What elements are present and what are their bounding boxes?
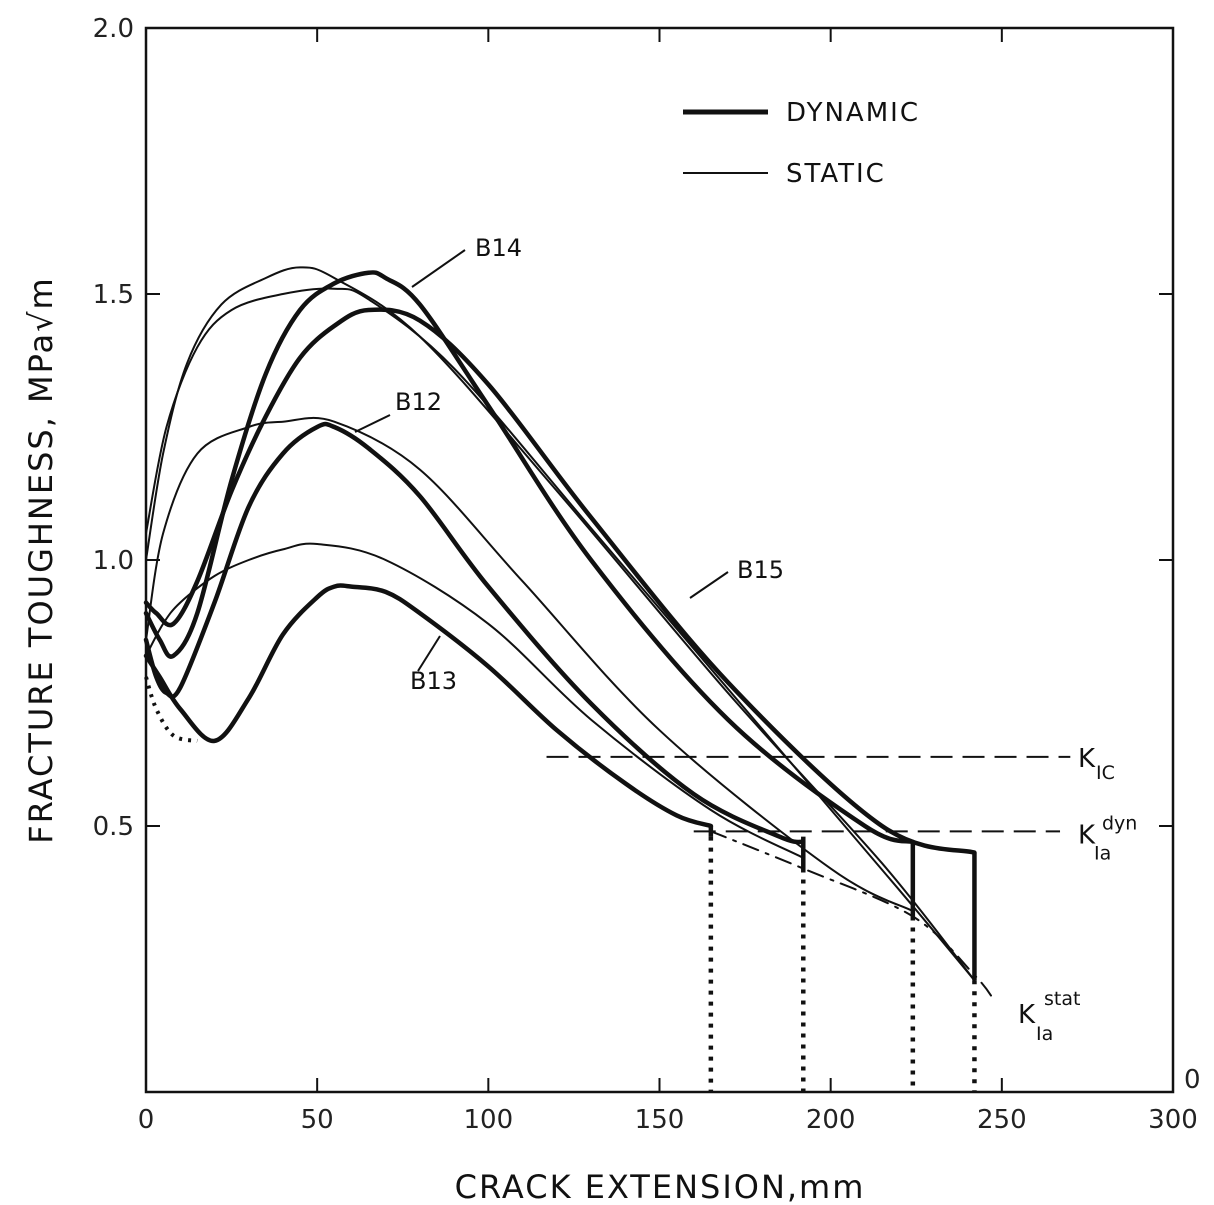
y-tick-label: 2.0 [93,14,134,44]
arrest-drops [144,676,977,1092]
x-tick-label: 300 [1148,1105,1198,1135]
series-curve-b12-static [145,416,914,913]
y-axis-title: FRACTURE TOUGHNESS, MPa√m [22,276,60,843]
x-tick-label: 200 [806,1105,856,1135]
data-curves [143,266,996,1003]
curve-label: B15 [737,556,784,584]
x-tick-label: 250 [977,1105,1027,1135]
curve-label: B12 [395,388,442,416]
kia-dyn-label-main: K [1078,820,1096,850]
series-curve-b15-static [145,287,976,982]
series-curve-b13-static [145,542,805,859]
curve-label-leader [354,414,391,433]
plot-frame [144,26,1175,1094]
curve-label: B13 [410,667,457,695]
curve-label-leader [689,571,729,599]
series-curve-b15-dynamic [143,307,977,855]
y-tick-label: 1.0 [93,546,134,576]
kia-stat-label-main: K [1018,1000,1036,1030]
series-curve-b13-dynamic [143,583,714,829]
axis-ticks [146,28,1173,1092]
y-tick-label: 1.5 [93,280,134,310]
series-curve-b12-dynamic [143,421,806,845]
x-tick-label: 100 [464,1105,514,1135]
kia-dyn-label-sub: Ia [1094,842,1111,864]
curve-label-leader [411,249,466,288]
y-tick-label: 0.5 [93,812,134,842]
reference-lines [546,755,1071,833]
kia-dyn-label-sup: dyn [1102,812,1137,834]
kic-label-sub: IC [1096,762,1115,784]
series-curve-b14-dynamic [143,270,916,845]
x-tick-label: 50 [301,1105,334,1135]
legend-static-label: STATIC [786,159,886,189]
x-tick-label: 150 [635,1105,685,1135]
right-axis-zero-label: 0 [1184,1065,1201,1095]
kic-label-main: K [1078,744,1096,774]
series-curve-k_ia_stat-envelope [709,830,996,1003]
kia-stat-label-sup: stat [1044,988,1080,1010]
axis-tick-labels: 0 50 100 150 200 250 300 0.5 1.0 1.5 2.0 [93,14,1198,1135]
x-tick-label: 0 [138,1105,155,1135]
legend-dynamic-label: DYNAMIC [786,98,920,128]
curve-label: B14 [475,234,522,262]
curve-label-leader [417,635,441,672]
b13-dotted-start [144,676,198,743]
legend: DYNAMIC STATIC [683,98,920,189]
kia-stat-label-sub: Ia [1036,1023,1053,1045]
x-axis-title: CRACK EXTENSION,mm [455,1168,866,1205]
